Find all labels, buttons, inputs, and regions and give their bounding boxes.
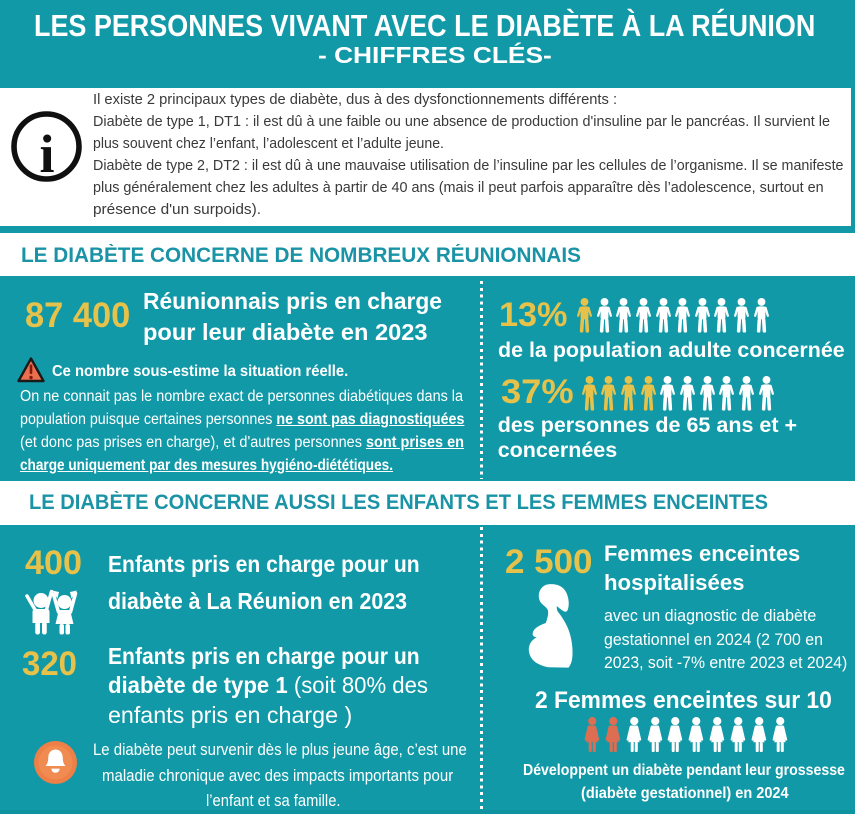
svg-text:i: i — [39, 124, 54, 182]
